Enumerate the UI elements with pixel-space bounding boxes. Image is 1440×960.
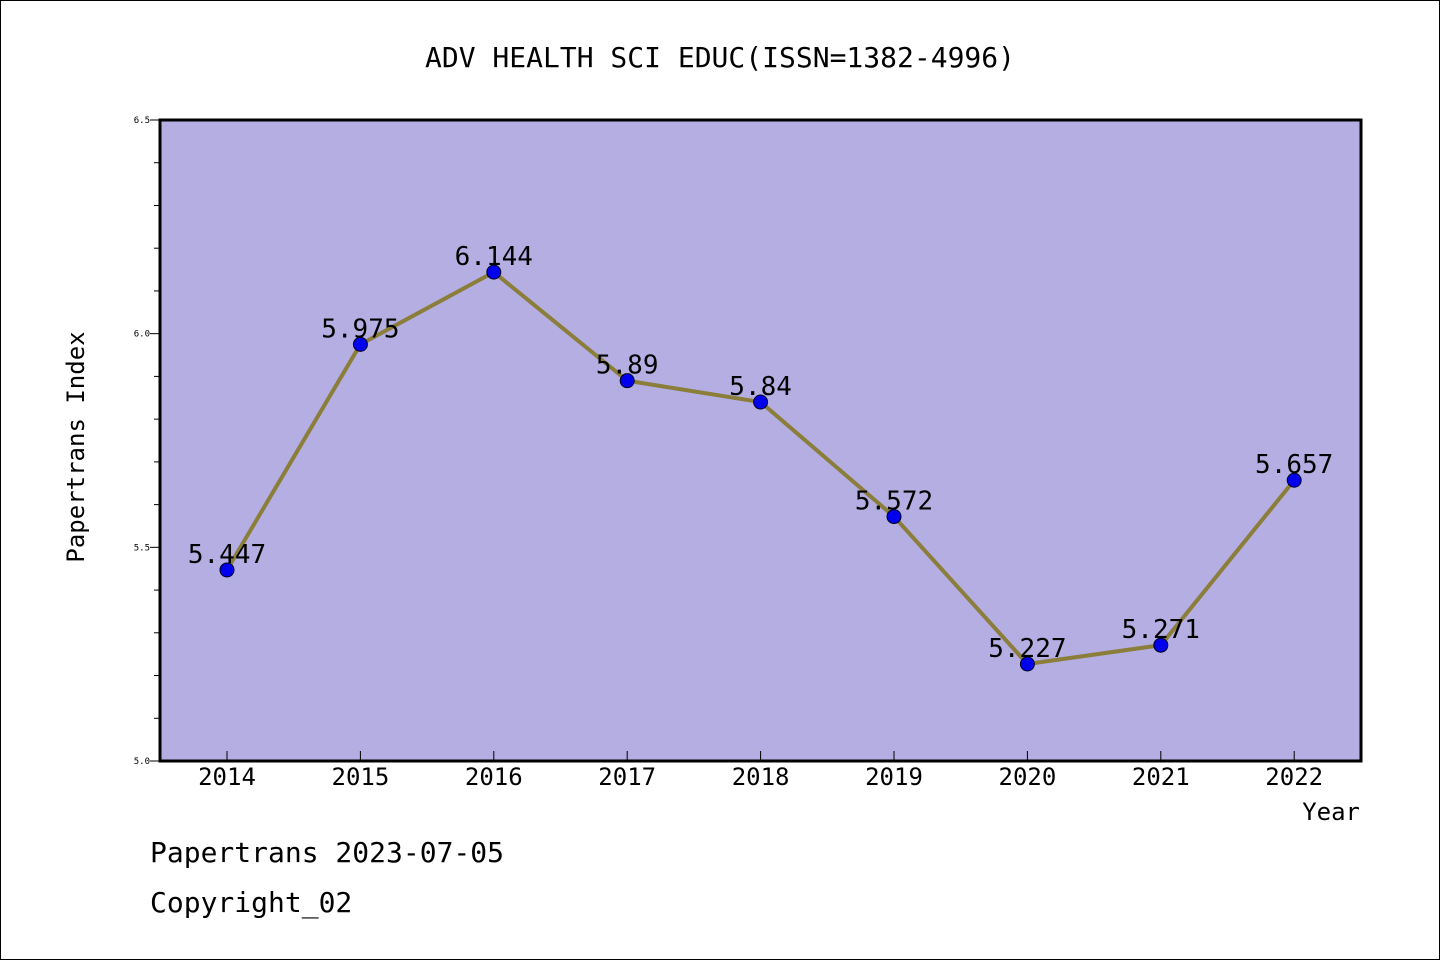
chart-title: ADV HEALTH SCI EDUC(ISSN=1382-4996) bbox=[425, 41, 1015, 74]
data-label-2020: 5.227 bbox=[988, 634, 1066, 664]
data-label-2022: 5.657 bbox=[1255, 450, 1333, 480]
x-axis-title: Year bbox=[1302, 798, 1360, 826]
plot-area bbox=[158, 118, 1363, 763]
data-point-2022 bbox=[1286, 472, 1302, 488]
data-point-2017 bbox=[619, 373, 635, 389]
y-axis-title: Papertrans Index bbox=[62, 331, 90, 562]
y-axis: 5.0 5.5 6.0 6.5 bbox=[134, 116, 160, 767]
x-tick-label: 2014 bbox=[198, 763, 256, 791]
data-label-2016: 6.144 bbox=[455, 242, 533, 272]
data-point-2014 bbox=[219, 562, 235, 578]
data-point-2016 bbox=[486, 264, 502, 280]
data-point-2021 bbox=[1153, 637, 1169, 653]
data-point-2015 bbox=[352, 336, 368, 352]
y-tick-label: 6.0 bbox=[134, 330, 150, 340]
data-point-2020 bbox=[1019, 656, 1035, 672]
series-markers bbox=[219, 264, 1302, 672]
data-label-2019: 5.572 bbox=[855, 487, 933, 517]
data-label-2014: 5.447 bbox=[188, 540, 266, 570]
data-point-2019 bbox=[886, 509, 902, 525]
x-tick-label: 2016 bbox=[465, 763, 523, 791]
x-axis: 2014 2015 2016 2017 2018 2019 2020 2021 2022 bbox=[198, 751, 1323, 791]
data-label-2017: 5.89 bbox=[596, 351, 659, 381]
data-point-2018 bbox=[753, 394, 769, 410]
y-tick-label: 5.5 bbox=[134, 543, 150, 553]
x-tick-label: 2017 bbox=[598, 763, 656, 791]
y-tick-label: 6.5 bbox=[134, 116, 150, 126]
footer-date: Papertrans 2023-07-05 bbox=[150, 836, 505, 869]
data-labels: 5.447 5.975 6.144 5.89 5.84 5.572 5.227 5.271 5.… bbox=[188, 242, 1333, 664]
x-tick-label: 2021 bbox=[1132, 763, 1190, 791]
x-tick-label: 2020 bbox=[999, 763, 1057, 791]
x-tick-label: 2019 bbox=[865, 763, 923, 791]
y-tick-label: 5.0 bbox=[134, 757, 150, 767]
data-label-2021: 5.271 bbox=[1122, 615, 1200, 645]
x-tick-label: 2022 bbox=[1265, 763, 1323, 791]
data-label-2015: 5.975 bbox=[321, 314, 399, 344]
x-tick-label: 2018 bbox=[732, 763, 790, 791]
x-tick-label: 2015 bbox=[332, 763, 390, 791]
data-label-2018: 5.84 bbox=[729, 372, 792, 402]
footer-copyright: Copyright_02 bbox=[150, 886, 353, 919]
